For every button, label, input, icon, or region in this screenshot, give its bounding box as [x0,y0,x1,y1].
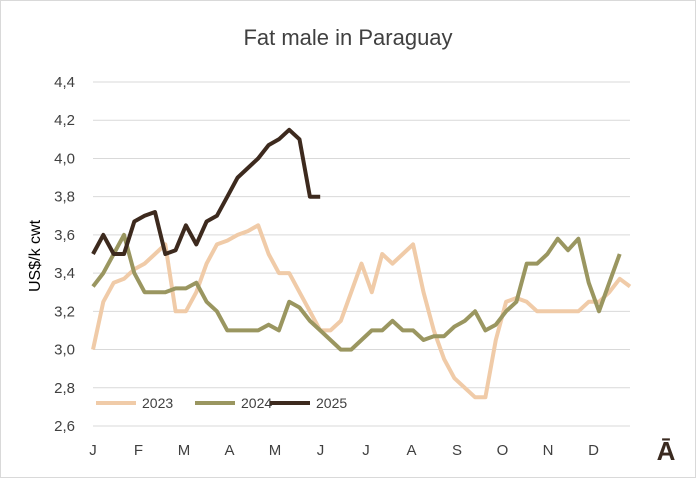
brand-logo: Ā [657,436,676,466]
x-tick-label: M [269,442,282,459]
legend-label-2023: 2023 [142,395,173,411]
x-tick-label: A [224,442,234,459]
x-tick-label: F [134,442,143,459]
series-line-2023 [91,223,632,400]
x-tick-label: J [362,442,370,459]
y-tick-label: 4,0 [54,150,75,167]
y-tick-label: 3,4 [54,265,75,282]
x-tick-label: N [543,442,554,459]
x-tick-label: S [452,442,462,459]
series-line-2024 [91,232,622,352]
legend-label-2024: 2024 [241,395,272,411]
chart-title: Fat male in Paraguay [243,25,452,50]
y-tick-label: 3,6 [54,227,75,244]
x-tick-label: J [317,442,325,459]
series-line-2025 [91,127,321,256]
gridlines [93,81,630,427]
y-tick-label: 2,6 [54,418,75,435]
x-tick-label: M [178,442,191,459]
x-tick-label: J [89,442,97,459]
y-axis-label: US$/k cwt [27,219,44,292]
legend-label-2025: 2025 [316,395,347,411]
y-tick-label: 3,8 [54,189,75,206]
y-tick-label: 3,2 [54,303,75,320]
y-axis-ticks: 2,6 2,8 3,0 3,2 3,4 3,6 3,8 4,0 4,2 4,4 [54,74,75,435]
x-tick-label: A [406,442,416,459]
x-tick-label: D [588,442,599,459]
y-tick-label: 3,0 [54,342,75,359]
y-tick-label: 4,4 [54,74,75,91]
y-tick-label: 4,2 [54,112,75,129]
y-tick-label: 2,8 [54,380,75,397]
series-lines [91,127,632,400]
legend: 2023 2024 2025 [96,395,347,411]
x-tick-label: O [497,442,509,459]
